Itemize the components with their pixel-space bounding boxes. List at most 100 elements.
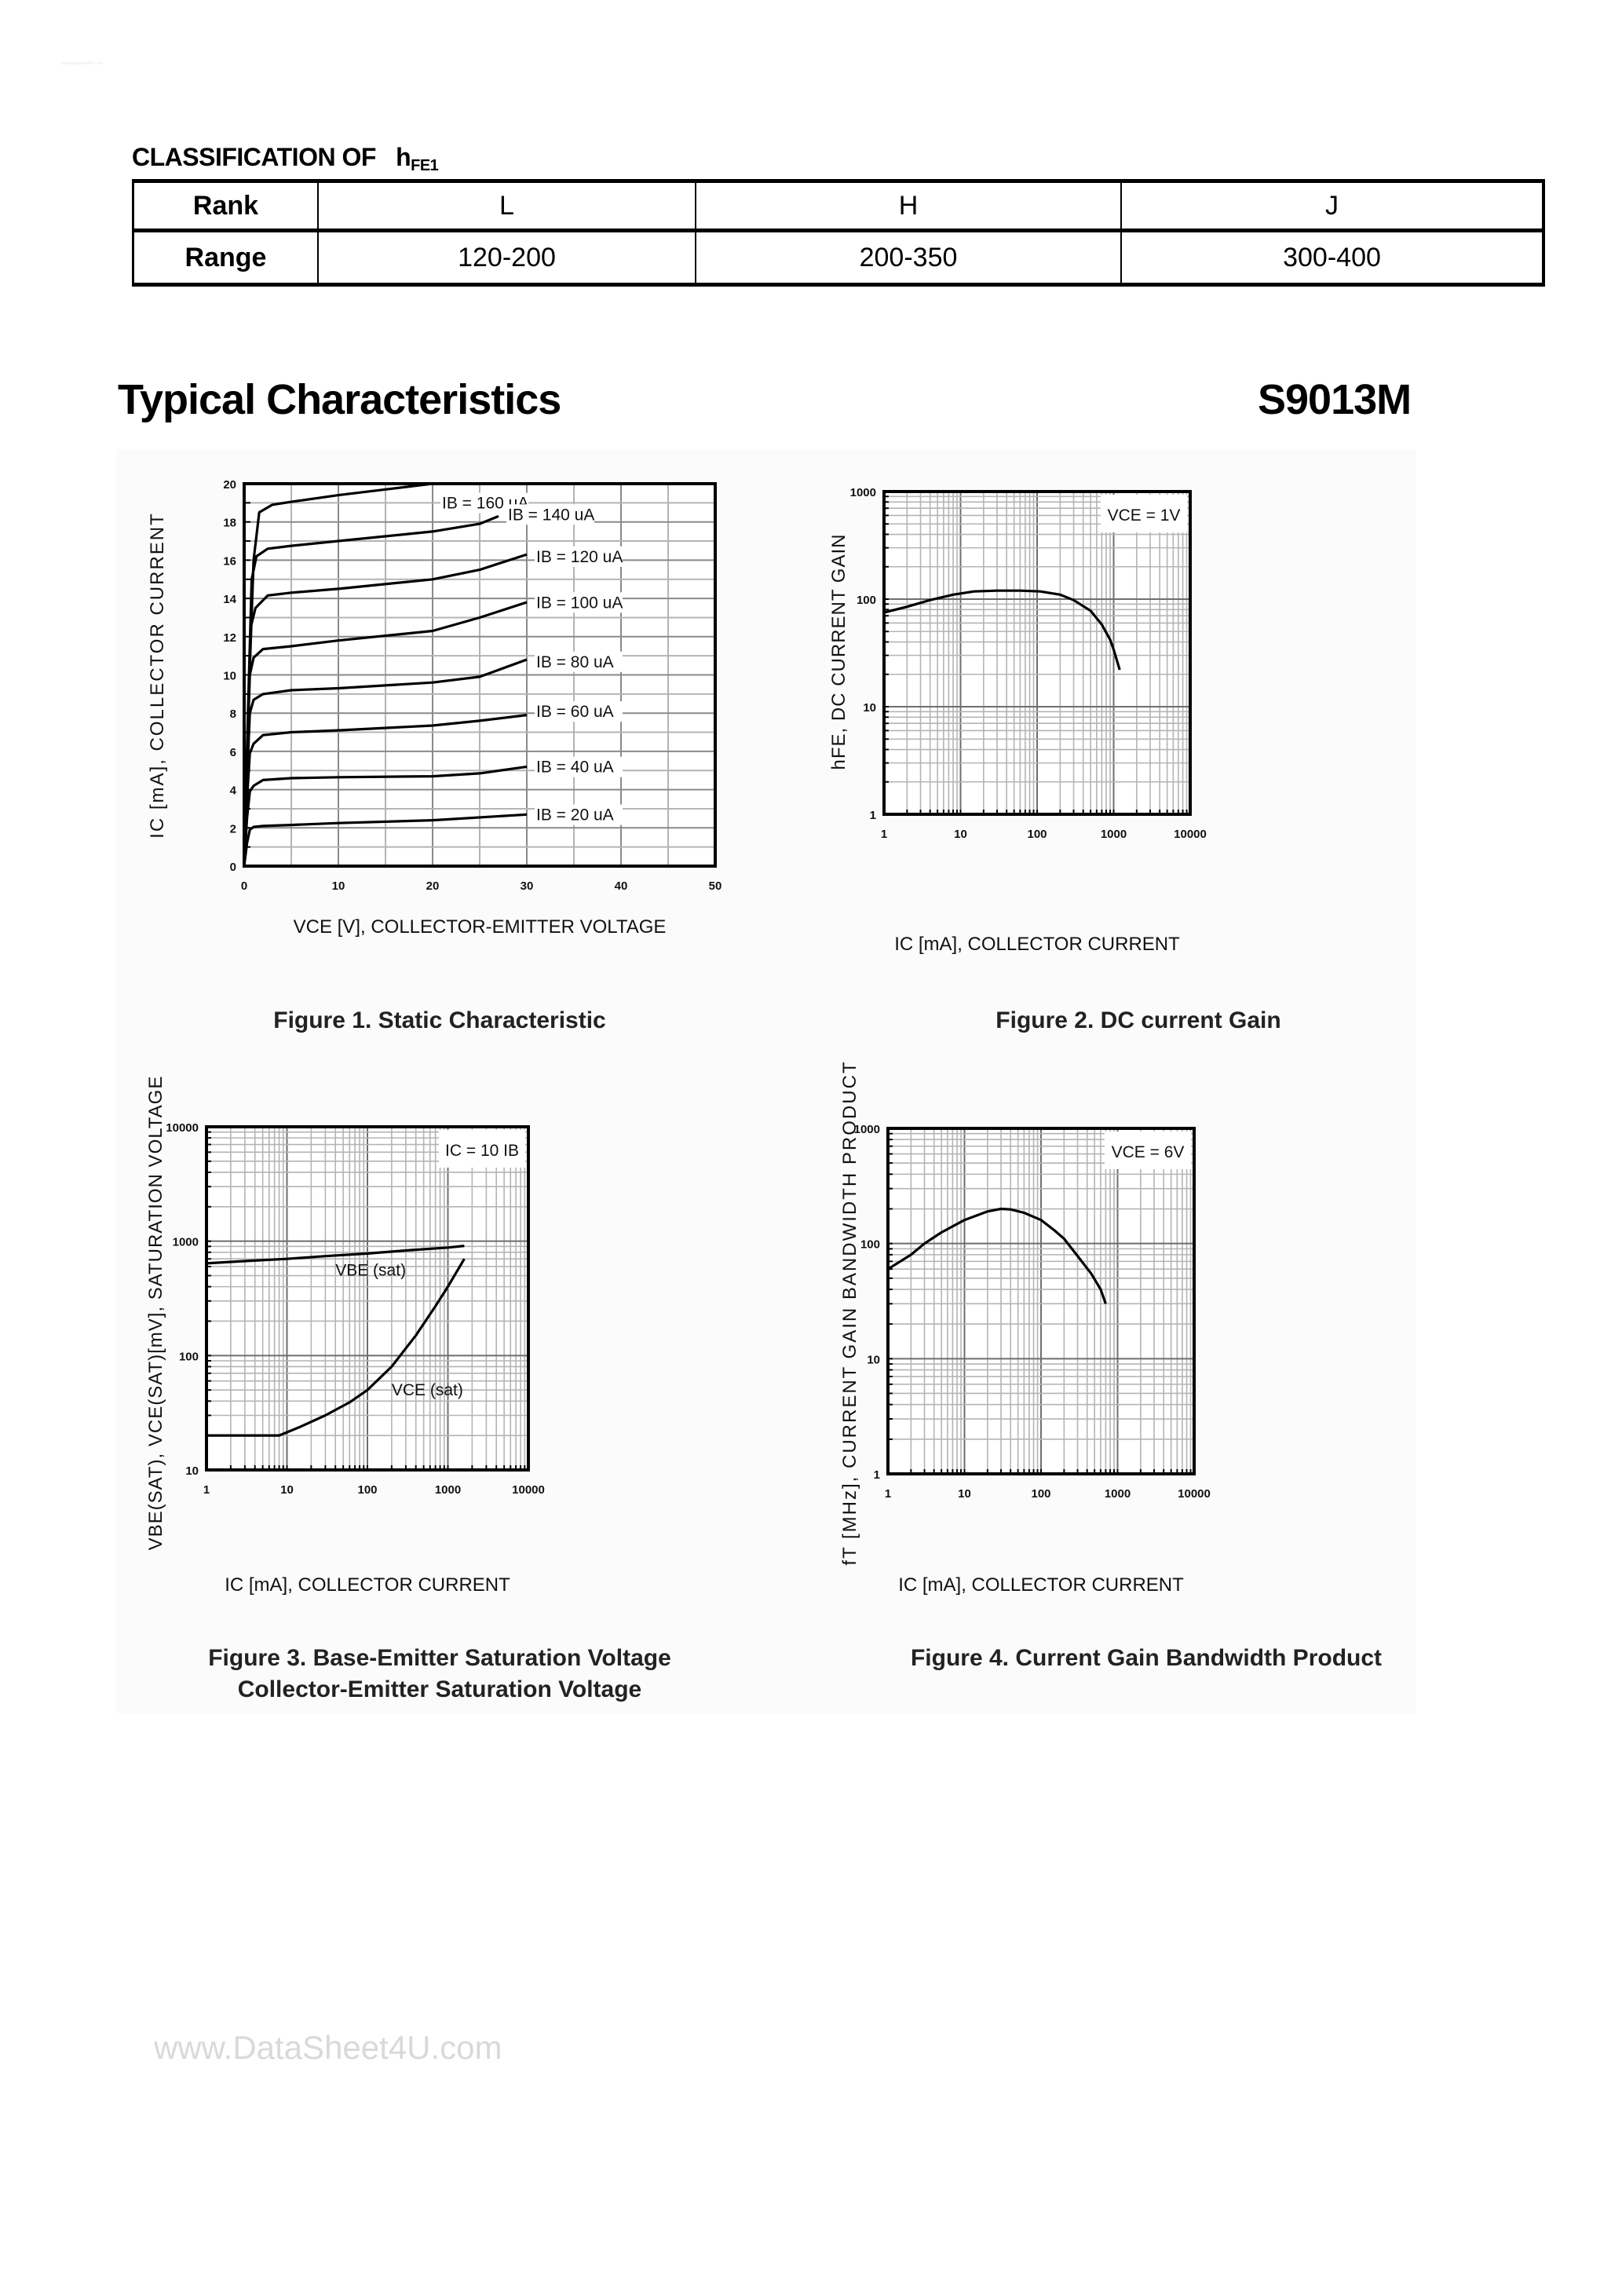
series-label: IB = 80 uA bbox=[536, 653, 614, 671]
x-tick-label: 10 bbox=[332, 879, 345, 893]
y-tick-label: 100 bbox=[179, 1350, 199, 1363]
hfe-classification-table: Rank L H J Range 120-200 200-350 300-400 bbox=[132, 179, 1545, 287]
y-axis-title: VBE(SAT), VCE(SAT)[mV], SATURATION VOLTA… bbox=[145, 1076, 166, 1551]
chart-annotation: IC = 10 IB bbox=[445, 1142, 519, 1160]
x-tick-label: 10000 bbox=[1174, 828, 1207, 841]
hfe-subscript: FE1 bbox=[411, 157, 439, 174]
classification-title: CLASSIFICATION OF hFE1 bbox=[132, 143, 439, 175]
figure-3-caption: Figure 3. Base-Emitter Saturation Voltag… bbox=[157, 1643, 722, 1706]
x-tick-label: 100 bbox=[1027, 828, 1047, 841]
series-label: VCE (sat) bbox=[392, 1381, 463, 1399]
y-axis-title: fT [MHz], CURRENT GAIN BANDWIDTH PRODUCT bbox=[839, 1060, 860, 1565]
y-tick-label: 1 bbox=[874, 1468, 880, 1482]
hfe-symbol: h bbox=[396, 143, 411, 171]
y-tick-label: 100 bbox=[860, 1238, 880, 1252]
series-label: IB = 40 uA bbox=[536, 759, 614, 777]
y-tick-label: 4 bbox=[230, 784, 237, 798]
row-header: Rank bbox=[132, 179, 319, 232]
table-cell: H bbox=[695, 179, 1122, 232]
y-tick-label: 10000 bbox=[166, 1121, 199, 1135]
y-tick-label: 16 bbox=[223, 554, 236, 568]
x-tick-label: 1000 bbox=[1105, 1487, 1131, 1501]
y-tick-label: 1000 bbox=[850, 486, 876, 499]
table-cell: J bbox=[1120, 179, 1545, 232]
part-number: S9013M bbox=[1258, 376, 1412, 423]
figure-3-caption-line2: Collector-Emitter Saturation Voltage bbox=[237, 1676, 642, 1702]
y-tick-label: 14 bbox=[223, 593, 236, 606]
y-tick-label: 10 bbox=[867, 1353, 880, 1366]
x-tick-label: 1000 bbox=[1101, 828, 1127, 841]
y-tick-label: 1000 bbox=[173, 1236, 199, 1249]
y-tick-label: 100 bbox=[857, 594, 876, 607]
y-tick-label: 1 bbox=[870, 809, 876, 822]
x-axis-title: IC [mA], COLLECTOR CURRENT bbox=[894, 934, 1180, 955]
series-label: IB = 20 uA bbox=[536, 806, 614, 824]
y-tick-label: 0 bbox=[230, 861, 236, 874]
series-label: IB = 140 uA bbox=[508, 506, 594, 524]
x-tick-label: 10 bbox=[280, 1483, 294, 1497]
x-axis-title: IC [mA], COLLECTOR CURRENT bbox=[225, 1574, 510, 1596]
x-tick-label: 10 bbox=[958, 1487, 971, 1501]
x-tick-label: 30 bbox=[521, 879, 534, 893]
table-row-rank: Rank L H J bbox=[132, 179, 1545, 232]
x-tick-label: 1 bbox=[881, 828, 887, 841]
y-tick-label: 10 bbox=[863, 701, 876, 715]
series-line bbox=[206, 1258, 466, 1437]
series-label: IB = 100 uA bbox=[536, 594, 623, 612]
table-cell: 120-200 bbox=[317, 229, 696, 287]
tiny-watermark: www.DataSheet4U.com bbox=[61, 61, 103, 66]
x-tick-label: 1 bbox=[885, 1487, 891, 1501]
x-tick-label: 1 bbox=[203, 1483, 210, 1497]
y-tick-label: 6 bbox=[230, 746, 236, 759]
y-tick-label: 18 bbox=[223, 517, 236, 530]
figure-3-caption-line1: Figure 3. Base-Emitter Saturation Voltag… bbox=[208, 1645, 671, 1671]
series-label: IB = 120 uA bbox=[536, 548, 623, 566]
x-tick-label: 10 bbox=[954, 828, 967, 841]
y-tick-label: 2 bbox=[230, 822, 236, 835]
x-axis-title: IC [mA], COLLECTOR CURRENT bbox=[898, 1574, 1184, 1596]
series-line bbox=[243, 765, 528, 867]
series-line bbox=[206, 1245, 465, 1265]
table-cell: 300-400 bbox=[1120, 229, 1545, 287]
x-tick-label: 50 bbox=[709, 879, 722, 893]
classification-title-prefix: CLASSIFICATION OF bbox=[132, 143, 376, 171]
series-line bbox=[883, 589, 1121, 671]
series-line bbox=[243, 813, 528, 867]
x-axis-title: VCE [V], COLLECTOR-EMITTER VOLTAGE bbox=[294, 916, 667, 938]
chart-annotation: VCE = 6V bbox=[1112, 1143, 1185, 1161]
y-tick-label: 1000 bbox=[854, 1123, 880, 1136]
x-tick-label: 10000 bbox=[512, 1483, 545, 1497]
y-axis-title: hFE, DC CURRENT GAIN bbox=[828, 534, 849, 770]
figure-2-caption: Figure 2. DC current Gain bbox=[995, 1007, 1281, 1033]
y-tick-label: 10 bbox=[185, 1464, 199, 1478]
series-line bbox=[243, 482, 433, 867]
y-tick-label: 8 bbox=[230, 707, 236, 721]
series-line bbox=[887, 1207, 1107, 1304]
chart-1: 0 10 20 30 40 50 0 2 4 6 8 10 12 14 16 18 20 bbox=[223, 478, 721, 893]
watermark: www.DataSheet4U.com bbox=[154, 2029, 502, 2066]
x-tick-label: 1000 bbox=[435, 1483, 461, 1497]
figure-1-caption: Figure 1. Static Characteristic bbox=[273, 1007, 606, 1033]
y-tick-label: 10 bbox=[223, 670, 236, 683]
chart-annotation: VCE = 1V bbox=[1108, 506, 1181, 525]
chart-4: VCE = 6V 1 10 100 1000 10000 1 10 100 1000 bbox=[854, 1123, 1211, 1501]
section-title: Typical Characteristics bbox=[118, 376, 561, 423]
x-tick-label: 100 bbox=[1031, 1487, 1050, 1501]
x-tick-label: 100 bbox=[357, 1483, 377, 1497]
chart-2: VCE = 1V 1 10 100 1000 10000 1 10 100 1000 bbox=[850, 486, 1207, 841]
y-tick-label: 20 bbox=[223, 478, 236, 492]
row-header: Range bbox=[132, 229, 319, 287]
chart-3: IC = 10 IB 1 10 100 1000 10000 10 100 1000 10000 bbox=[166, 1121, 545, 1497]
table-row-range: Range 120-200 200-350 300-400 bbox=[132, 229, 1545, 287]
x-tick-label: 20 bbox=[426, 879, 440, 893]
x-tick-label: 40 bbox=[615, 879, 628, 893]
x-tick-label: 0 bbox=[241, 879, 247, 893]
y-tick-label: 12 bbox=[223, 631, 236, 645]
series-label: VBE (sat) bbox=[335, 1262, 406, 1280]
table-cell: L bbox=[317, 179, 696, 232]
x-tick-label: 10000 bbox=[1178, 1487, 1211, 1501]
y-axis-title: IC [mA], COLLECTOR CURRENT bbox=[147, 512, 168, 839]
table-cell: 200-350 bbox=[695, 229, 1122, 287]
series-label: IB = 60 uA bbox=[536, 703, 614, 721]
